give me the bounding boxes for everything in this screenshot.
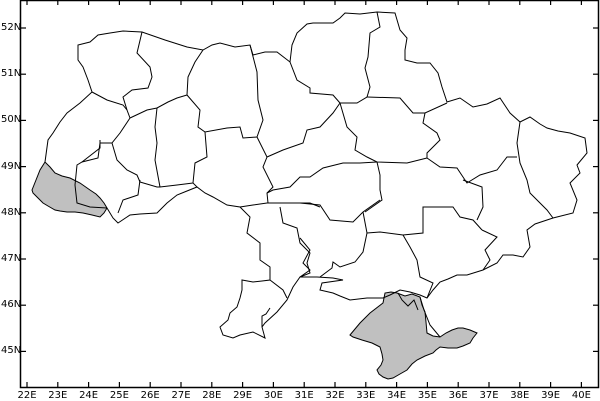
x-tick-label: 33E	[356, 390, 376, 401]
y-tick-label: 51N	[1, 68, 22, 79]
region-zakarpattia	[31, 161, 108, 218]
oblast-boundaries	[74, 11, 554, 338]
boundary-sumy-poltava	[366, 96, 448, 114]
boundary-odesa-mykolaiv	[279, 206, 311, 278]
country-border	[44, 11, 588, 339]
x-tick-label: 37E	[479, 390, 499, 401]
x-tick-label: 25E	[109, 390, 129, 401]
boundary-kirovohrad-mykolaiv	[299, 199, 381, 223]
x-tick-label: 29E	[233, 390, 253, 401]
x-tick-label: 38E	[510, 390, 530, 401]
y-tick-label: 48N	[1, 207, 22, 218]
boundary-khmelnytskyi-vinnytsia	[192, 131, 208, 188]
boundary-donetsk-dnipro	[462, 179, 484, 221]
boundary-poltava-kharkiv	[422, 112, 441, 158]
region-crimea	[349, 291, 478, 380]
x-tick-label: 31E	[294, 390, 314, 401]
boundary-vinnytsia-east	[256, 136, 274, 204]
y-tick-label: 52N	[1, 22, 22, 33]
boundary-ivanofrankivsk-chernivtsi	[117, 179, 141, 214]
boundary-lviv-ternopil	[111, 117, 141, 183]
boundary-lviv-zakarpattia	[81, 140, 101, 163]
y-tick-label: 45N	[1, 345, 22, 356]
y-tick-label: 46N	[1, 299, 22, 310]
boundary-mykolaiv-kherson	[319, 211, 368, 278]
boundary-kyiv-cherkasy	[266, 102, 341, 158]
boundary-zhytomyr-kyiv	[249, 44, 264, 138]
x-tick-label: 22E	[17, 390, 37, 401]
x-tick-label: 32E	[325, 390, 345, 401]
x-tick-label: 28E	[202, 390, 222, 401]
boundary-rivne-south	[129, 94, 188, 119]
boundary-kherson-zaporizhzhia	[402, 234, 434, 299]
x-tick-label: 27E	[171, 390, 191, 401]
boundary-ternopil-khmelnytskyi	[154, 107, 161, 188]
y-tick-label: 47N	[1, 253, 22, 264]
boundary-arabat-spit	[419, 296, 441, 338]
x-tick-label: 40E	[571, 390, 591, 401]
y-tick-label: 49N	[1, 161, 22, 172]
boundary-volyn-rivne	[122, 31, 153, 119]
boundary-danube-delta	[261, 307, 271, 327]
axis-ticks	[20, 0, 599, 388]
x-tick-label: 35E	[417, 390, 437, 401]
boundary-khmelnytskyi-south	[139, 181, 194, 188]
boundary-vinnytsia-odesa	[239, 202, 321, 208]
boundary-chernihiv-sumy	[340, 11, 381, 104]
x-tick-label: 36E	[448, 390, 468, 401]
boundary-sivash	[397, 292, 419, 311]
boundary-cherkasy-poltava	[339, 102, 428, 164]
boundary-kirovohrad-dnipro	[364, 161, 383, 213]
boundary-zaporizhzhia-donetsk	[481, 229, 498, 271]
x-tick-label: 24E	[79, 390, 99, 401]
boundary-dniester	[269, 279, 288, 299]
boundary-dnipro-south	[366, 206, 483, 236]
x-tick-label: 30E	[263, 390, 283, 401]
boundary-cherkasy-kirovohrad	[266, 161, 378, 194]
boundary-volyn-lviv	[91, 91, 128, 111]
boundary-kharkiv-luhansk	[516, 121, 554, 219]
x-tick-label: 34E	[387, 390, 407, 401]
y-tick-label: 50N	[1, 114, 22, 125]
x-tick-label: 26E	[140, 390, 160, 401]
boundary-kharkiv-south	[426, 156, 517, 184]
x-tick-label: 39E	[541, 390, 561, 401]
boundary-kyiv-chernihiv	[289, 61, 341, 104]
boundary-mykolaiv-inner	[299, 237, 311, 278]
boundary-rivne-zhytomyr	[186, 49, 204, 96]
map-frame	[19, 0, 600, 389]
x-tick-label: 23E	[48, 390, 68, 401]
boundary-zhytomyr-south	[186, 94, 258, 139]
